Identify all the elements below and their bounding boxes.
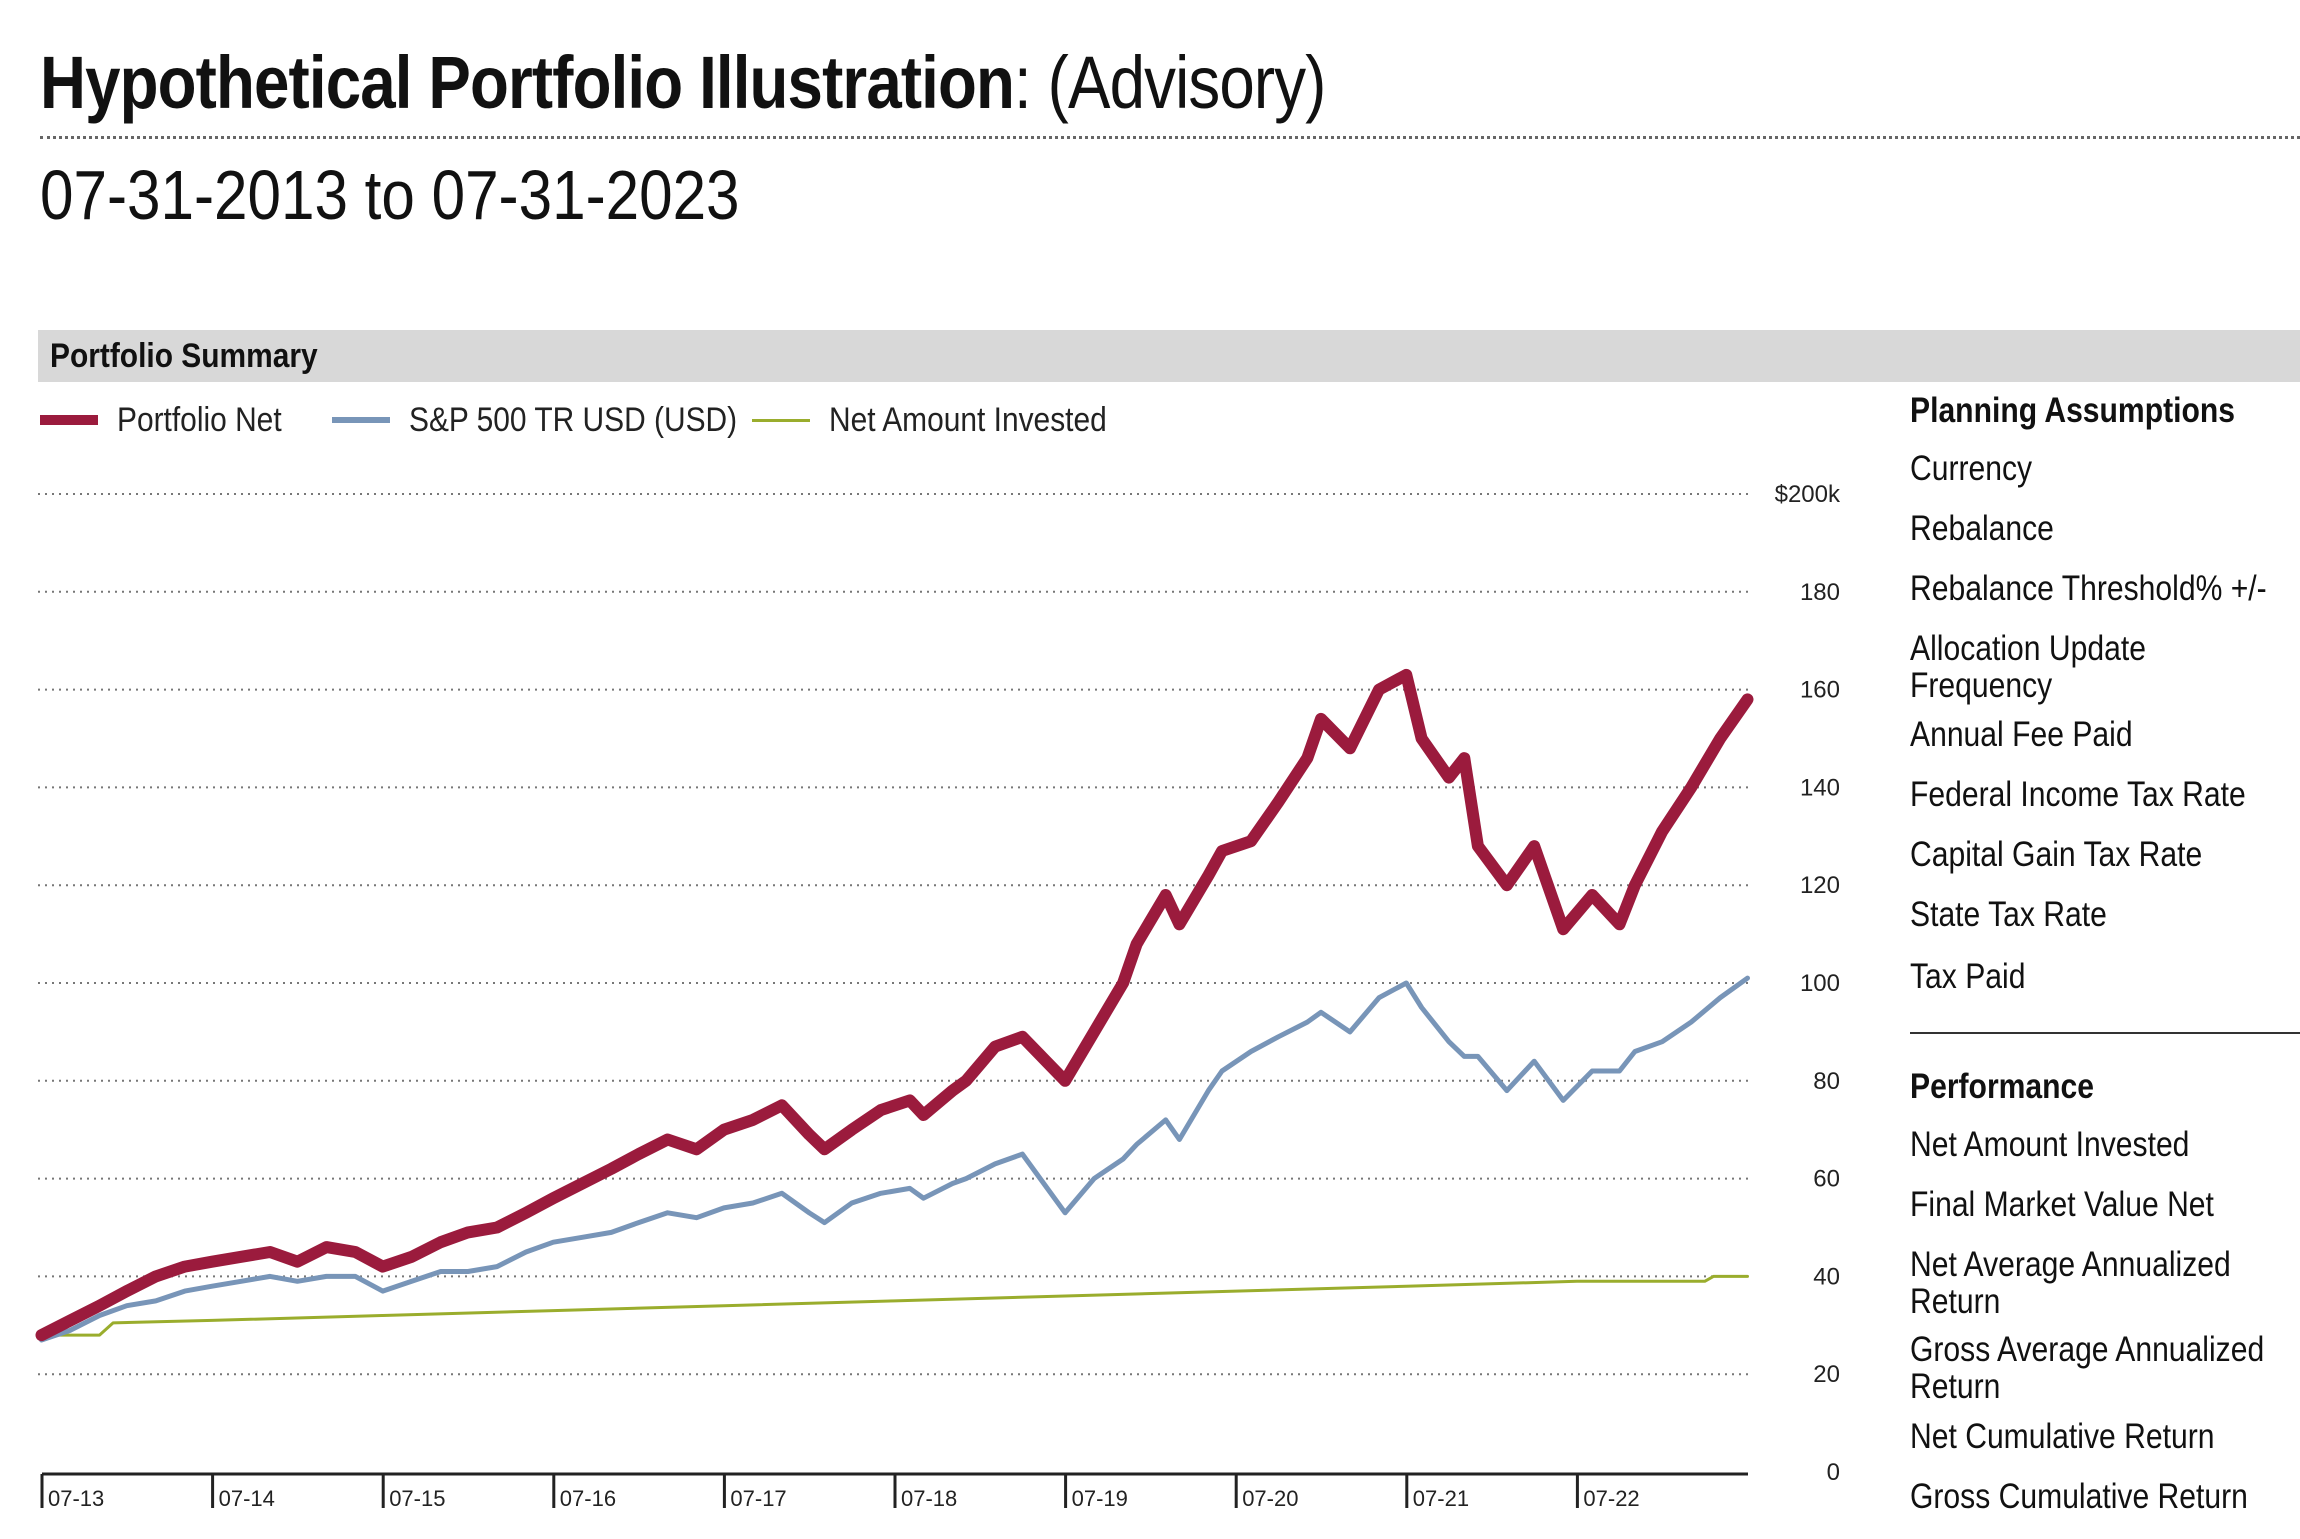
performance-final-market-value-net: Final Market Value Net [1910, 1185, 2214, 1224]
assumption-state-tax-rate: State Tax Rate [1910, 895, 2107, 934]
assumption-capital-gain-tax-rate: Capital Gain Tax Rate [1910, 835, 2203, 874]
y-tick-label-100: 100 [1800, 970, 1840, 997]
y-tick-label-160: 160 [1800, 677, 1840, 704]
x-tick-label-07-15: 07-15 [389, 1486, 445, 1511]
x-tick-label-07-17: 07-17 [730, 1486, 786, 1511]
panel-divider [1910, 1032, 2300, 1034]
x-tick-label-07-22: 07-22 [1583, 1486, 1639, 1511]
performance-net-average-annualized-return: Net Average Annualized Return [1910, 1245, 2231, 1321]
performance-gross-cumulative-return: Gross Cumulative Return [1910, 1477, 2248, 1516]
x-tick-label-07-18: 07-18 [901, 1486, 957, 1511]
x-tick-label-07-19: 07-19 [1072, 1486, 1128, 1511]
y-tick-label-60: 60 [1813, 1166, 1840, 1193]
series-net-amount-invested-line [40, 1274, 1749, 1337]
x-tick-label-07-16: 07-16 [560, 1486, 616, 1511]
assumption-federal-income-tax-rate: Federal Income Tax Rate [1910, 775, 2246, 814]
y-tick-label-180: 180 [1800, 579, 1840, 606]
series-portfolio-net-line [35, 668, 1754, 1342]
assumption-annual-fee-paid: Annual Fee Paid [1910, 715, 2133, 754]
x-tick-label-07-14: 07-14 [219, 1486, 275, 1511]
assumption-allocation-update-frequency: Allocation Update Frequency [1910, 629, 2146, 705]
portfolio-line-chart: 0 20 40 60 80 100 120 140 160 180 $200k 07-13 07-14 0… [35, 481, 1841, 1511]
y-tick-label-200: $200k [1775, 481, 1841, 508]
date-range: 07-31-2013 to 07-31-2023 [40, 156, 740, 234]
assumption-rebalance: Rebalance [1910, 509, 2054, 548]
section-header-bar: Portfolio Summary [38, 330, 2300, 382]
legend-swatch-sp500 [332, 417, 390, 423]
y-tick-label-120: 120 [1800, 872, 1840, 899]
legend-label-net-invested: Net Amount Invested [829, 401, 1107, 439]
section-title: Portfolio Summary [50, 337, 318, 375]
y-tick-label-140: 140 [1800, 774, 1840, 801]
page-title: Hypothetical Portfolio Illustration: (Ad… [40, 38, 1326, 128]
assumption-tax-paid: Tax Paid [1910, 957, 2026, 996]
title-divider [40, 136, 2300, 139]
performance-gross-average-annualized-return: Gross Average Annualized Return [1910, 1330, 2265, 1406]
assumption-rebalance-threshold: Rebalance Threshold% +/- [1910, 569, 2267, 608]
y-tick-label-40: 40 [1813, 1263, 1840, 1290]
x-tick-label-07-21: 07-21 [1413, 1486, 1469, 1511]
legend-label-sp500: S&P 500 TR USD (USD) [409, 401, 738, 439]
y-tick-label-20: 20 [1813, 1361, 1840, 1388]
y-tick-label-0: 0 [1827, 1459, 1840, 1486]
legend-swatch-net-invested [752, 419, 810, 422]
performance-net-amount-invested: Net Amount Invested [1910, 1125, 2190, 1164]
x-tick-label-07-20: 07-20 [1242, 1486, 1298, 1511]
x-tick-label-07-13: 07-13 [48, 1486, 104, 1511]
performance-net-cumulative-return: Net Cumulative Return [1910, 1417, 2215, 1456]
assumption-currency: Currency [1910, 449, 2033, 488]
page-title-subtitle: : (Advisory) [1014, 41, 1326, 124]
legend-swatch-portfolio-net [40, 415, 98, 425]
y-tick-label-80: 80 [1813, 1068, 1840, 1095]
series-sp500-line [39, 975, 1750, 1343]
page-title-bold: Hypothetical Portfolio Illustration [40, 41, 1015, 124]
performance-heading: Performance [1910, 1067, 2095, 1106]
legend-label-portfolio-net: Portfolio Net [117, 401, 282, 439]
planning-assumptions-heading: Planning Assumptions [1910, 391, 2235, 430]
